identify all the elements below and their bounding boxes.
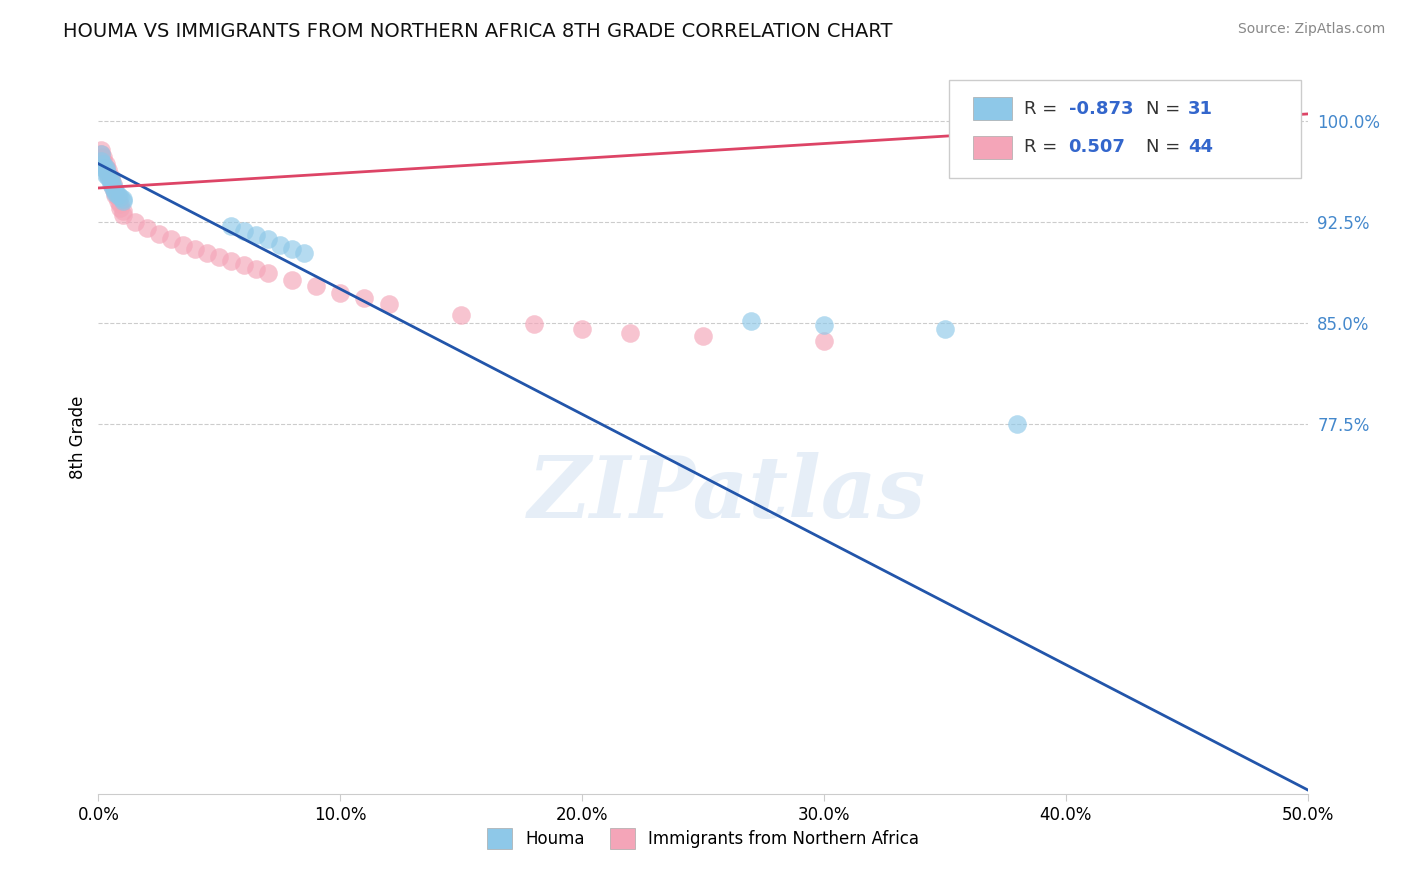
Text: -0.873: -0.873 bbox=[1069, 100, 1133, 118]
Point bbox=[269, 237, 291, 252]
Point bbox=[100, 171, 122, 186]
Point bbox=[934, 322, 956, 336]
Point bbox=[172, 237, 194, 252]
Point bbox=[90, 143, 112, 157]
Point bbox=[111, 194, 134, 209]
Point bbox=[108, 197, 131, 211]
Point bbox=[104, 187, 127, 202]
Text: HOUMA VS IMMIGRANTS FROM NORTHERN AFRICA 8TH GRADE CORRELATION CHART: HOUMA VS IMMIGRANTS FROM NORTHERN AFRICA… bbox=[63, 22, 893, 41]
Point bbox=[111, 192, 134, 206]
Point bbox=[124, 214, 146, 228]
Text: 44: 44 bbox=[1188, 138, 1213, 156]
Point bbox=[256, 232, 278, 246]
Point bbox=[94, 161, 117, 175]
Point bbox=[100, 170, 122, 185]
Point bbox=[94, 168, 117, 182]
Point bbox=[353, 292, 375, 306]
Point bbox=[101, 181, 124, 195]
Point bbox=[90, 147, 112, 161]
Point bbox=[91, 161, 114, 175]
Point bbox=[94, 163, 117, 178]
Text: 0.507: 0.507 bbox=[1069, 138, 1125, 156]
Point bbox=[91, 150, 114, 164]
Point bbox=[184, 242, 207, 256]
Point bbox=[1007, 134, 1029, 148]
Point bbox=[377, 297, 399, 311]
Point bbox=[208, 250, 231, 264]
Point bbox=[104, 186, 127, 201]
Point bbox=[111, 203, 134, 218]
Point bbox=[94, 157, 117, 171]
Text: Source: ZipAtlas.com: Source: ZipAtlas.com bbox=[1237, 22, 1385, 37]
Text: R =: R = bbox=[1024, 100, 1063, 118]
Point bbox=[111, 208, 134, 222]
Point bbox=[571, 322, 593, 336]
Point bbox=[104, 184, 127, 198]
Point bbox=[101, 178, 124, 193]
Point bbox=[281, 272, 304, 286]
Point bbox=[692, 329, 714, 343]
Point bbox=[101, 181, 124, 195]
Point bbox=[97, 168, 120, 182]
Point bbox=[305, 279, 328, 293]
Point bbox=[135, 221, 157, 235]
Point bbox=[813, 334, 835, 349]
Point bbox=[101, 177, 124, 191]
Point bbox=[619, 326, 641, 341]
Point bbox=[221, 253, 243, 268]
Point bbox=[232, 224, 254, 238]
Point bbox=[100, 174, 122, 188]
Point bbox=[292, 245, 315, 260]
Point bbox=[256, 266, 278, 280]
Point bbox=[813, 318, 835, 333]
Point bbox=[450, 308, 472, 322]
Text: 31: 31 bbox=[1188, 100, 1213, 118]
Point bbox=[100, 177, 122, 191]
Point bbox=[108, 190, 131, 204]
Point bbox=[91, 157, 114, 171]
Point bbox=[94, 161, 117, 175]
Legend: Houma, Immigrants from Northern Africa: Houma, Immigrants from Northern Africa bbox=[478, 820, 928, 857]
Point bbox=[97, 170, 120, 185]
Point bbox=[281, 242, 304, 256]
Point bbox=[90, 154, 112, 169]
Point bbox=[97, 168, 120, 182]
Text: N =: N = bbox=[1146, 138, 1185, 156]
Point bbox=[108, 201, 131, 215]
Point bbox=[523, 317, 546, 331]
Point bbox=[221, 219, 243, 233]
Point bbox=[740, 314, 762, 328]
Point bbox=[107, 187, 129, 202]
Text: R =: R = bbox=[1024, 138, 1069, 156]
Point bbox=[160, 232, 183, 246]
Point bbox=[1007, 417, 1029, 431]
Point bbox=[97, 163, 120, 178]
Point bbox=[90, 147, 112, 161]
Text: ZIPatlas: ZIPatlas bbox=[529, 452, 927, 536]
Point bbox=[245, 261, 267, 276]
Point bbox=[107, 194, 129, 209]
Point bbox=[91, 154, 114, 169]
Text: N =: N = bbox=[1146, 100, 1185, 118]
Y-axis label: 8th Grade: 8th Grade bbox=[69, 395, 87, 479]
Point bbox=[245, 228, 267, 243]
Point bbox=[148, 227, 170, 241]
Point bbox=[104, 184, 127, 198]
Point bbox=[107, 190, 129, 204]
Point bbox=[195, 245, 218, 260]
Point bbox=[232, 258, 254, 272]
Point bbox=[329, 285, 352, 300]
Point bbox=[100, 174, 122, 188]
